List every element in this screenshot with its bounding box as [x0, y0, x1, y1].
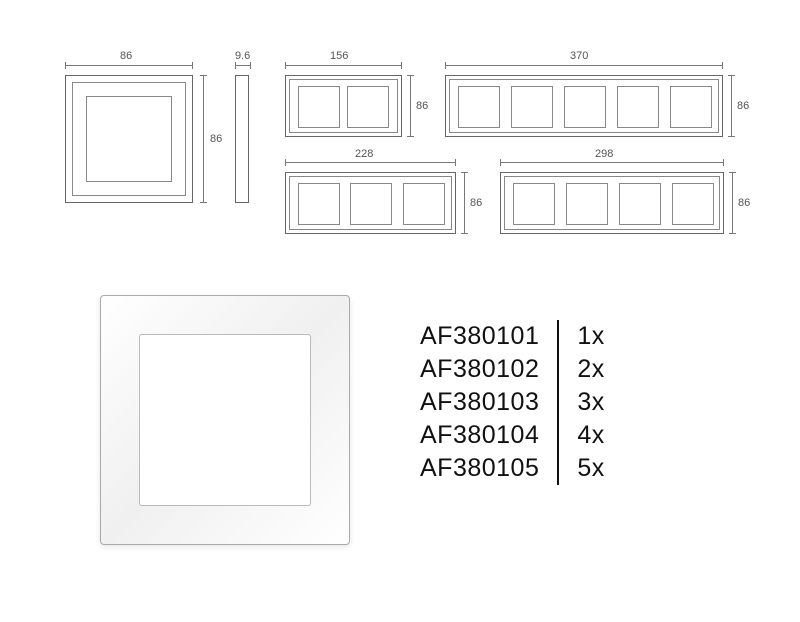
dim-label: 9.6	[235, 50, 250, 62]
product-qty: 5x	[558, 452, 604, 485]
dim-label: 86	[120, 50, 132, 62]
product-code-table: AF380101 1x AF380102 2x AF380103 3x AF38…	[420, 320, 605, 485]
dim-label: 86	[210, 133, 222, 145]
product-code: AF380101	[420, 320, 558, 353]
product-code: AF380105	[420, 452, 558, 485]
dim-label: 86	[416, 100, 428, 112]
product-code: AF380104	[420, 419, 558, 452]
product-qty: 4x	[558, 419, 604, 452]
product-qty: 3x	[558, 386, 604, 419]
dim-label: 156	[330, 50, 348, 62]
product-qty: 2x	[558, 353, 604, 386]
technical-diagrams: 86 86 9.6 156 86 370	[30, 70, 770, 250]
dim-label: 228	[355, 148, 373, 160]
table-row: AF380103 3x	[420, 386, 605, 419]
table-row: AF380104 4x	[420, 419, 605, 452]
table-row: AF380105 5x	[420, 452, 605, 485]
table-row: AF380102 2x	[420, 353, 605, 386]
dim-label: 86	[737, 100, 749, 112]
table-row: AF380101 1x	[420, 320, 605, 353]
dim-label: 86	[470, 197, 482, 209]
product-area: AF380101 1x AF380102 2x AF380103 3x AF38…	[90, 285, 710, 565]
dim-label: 86	[738, 197, 750, 209]
product-code: AF380103	[420, 386, 558, 419]
product-frame-render	[100, 295, 350, 545]
product-qty: 1x	[558, 320, 604, 353]
dim-label: 298	[595, 148, 613, 160]
dim-label: 370	[570, 50, 588, 62]
product-code: AF380102	[420, 353, 558, 386]
